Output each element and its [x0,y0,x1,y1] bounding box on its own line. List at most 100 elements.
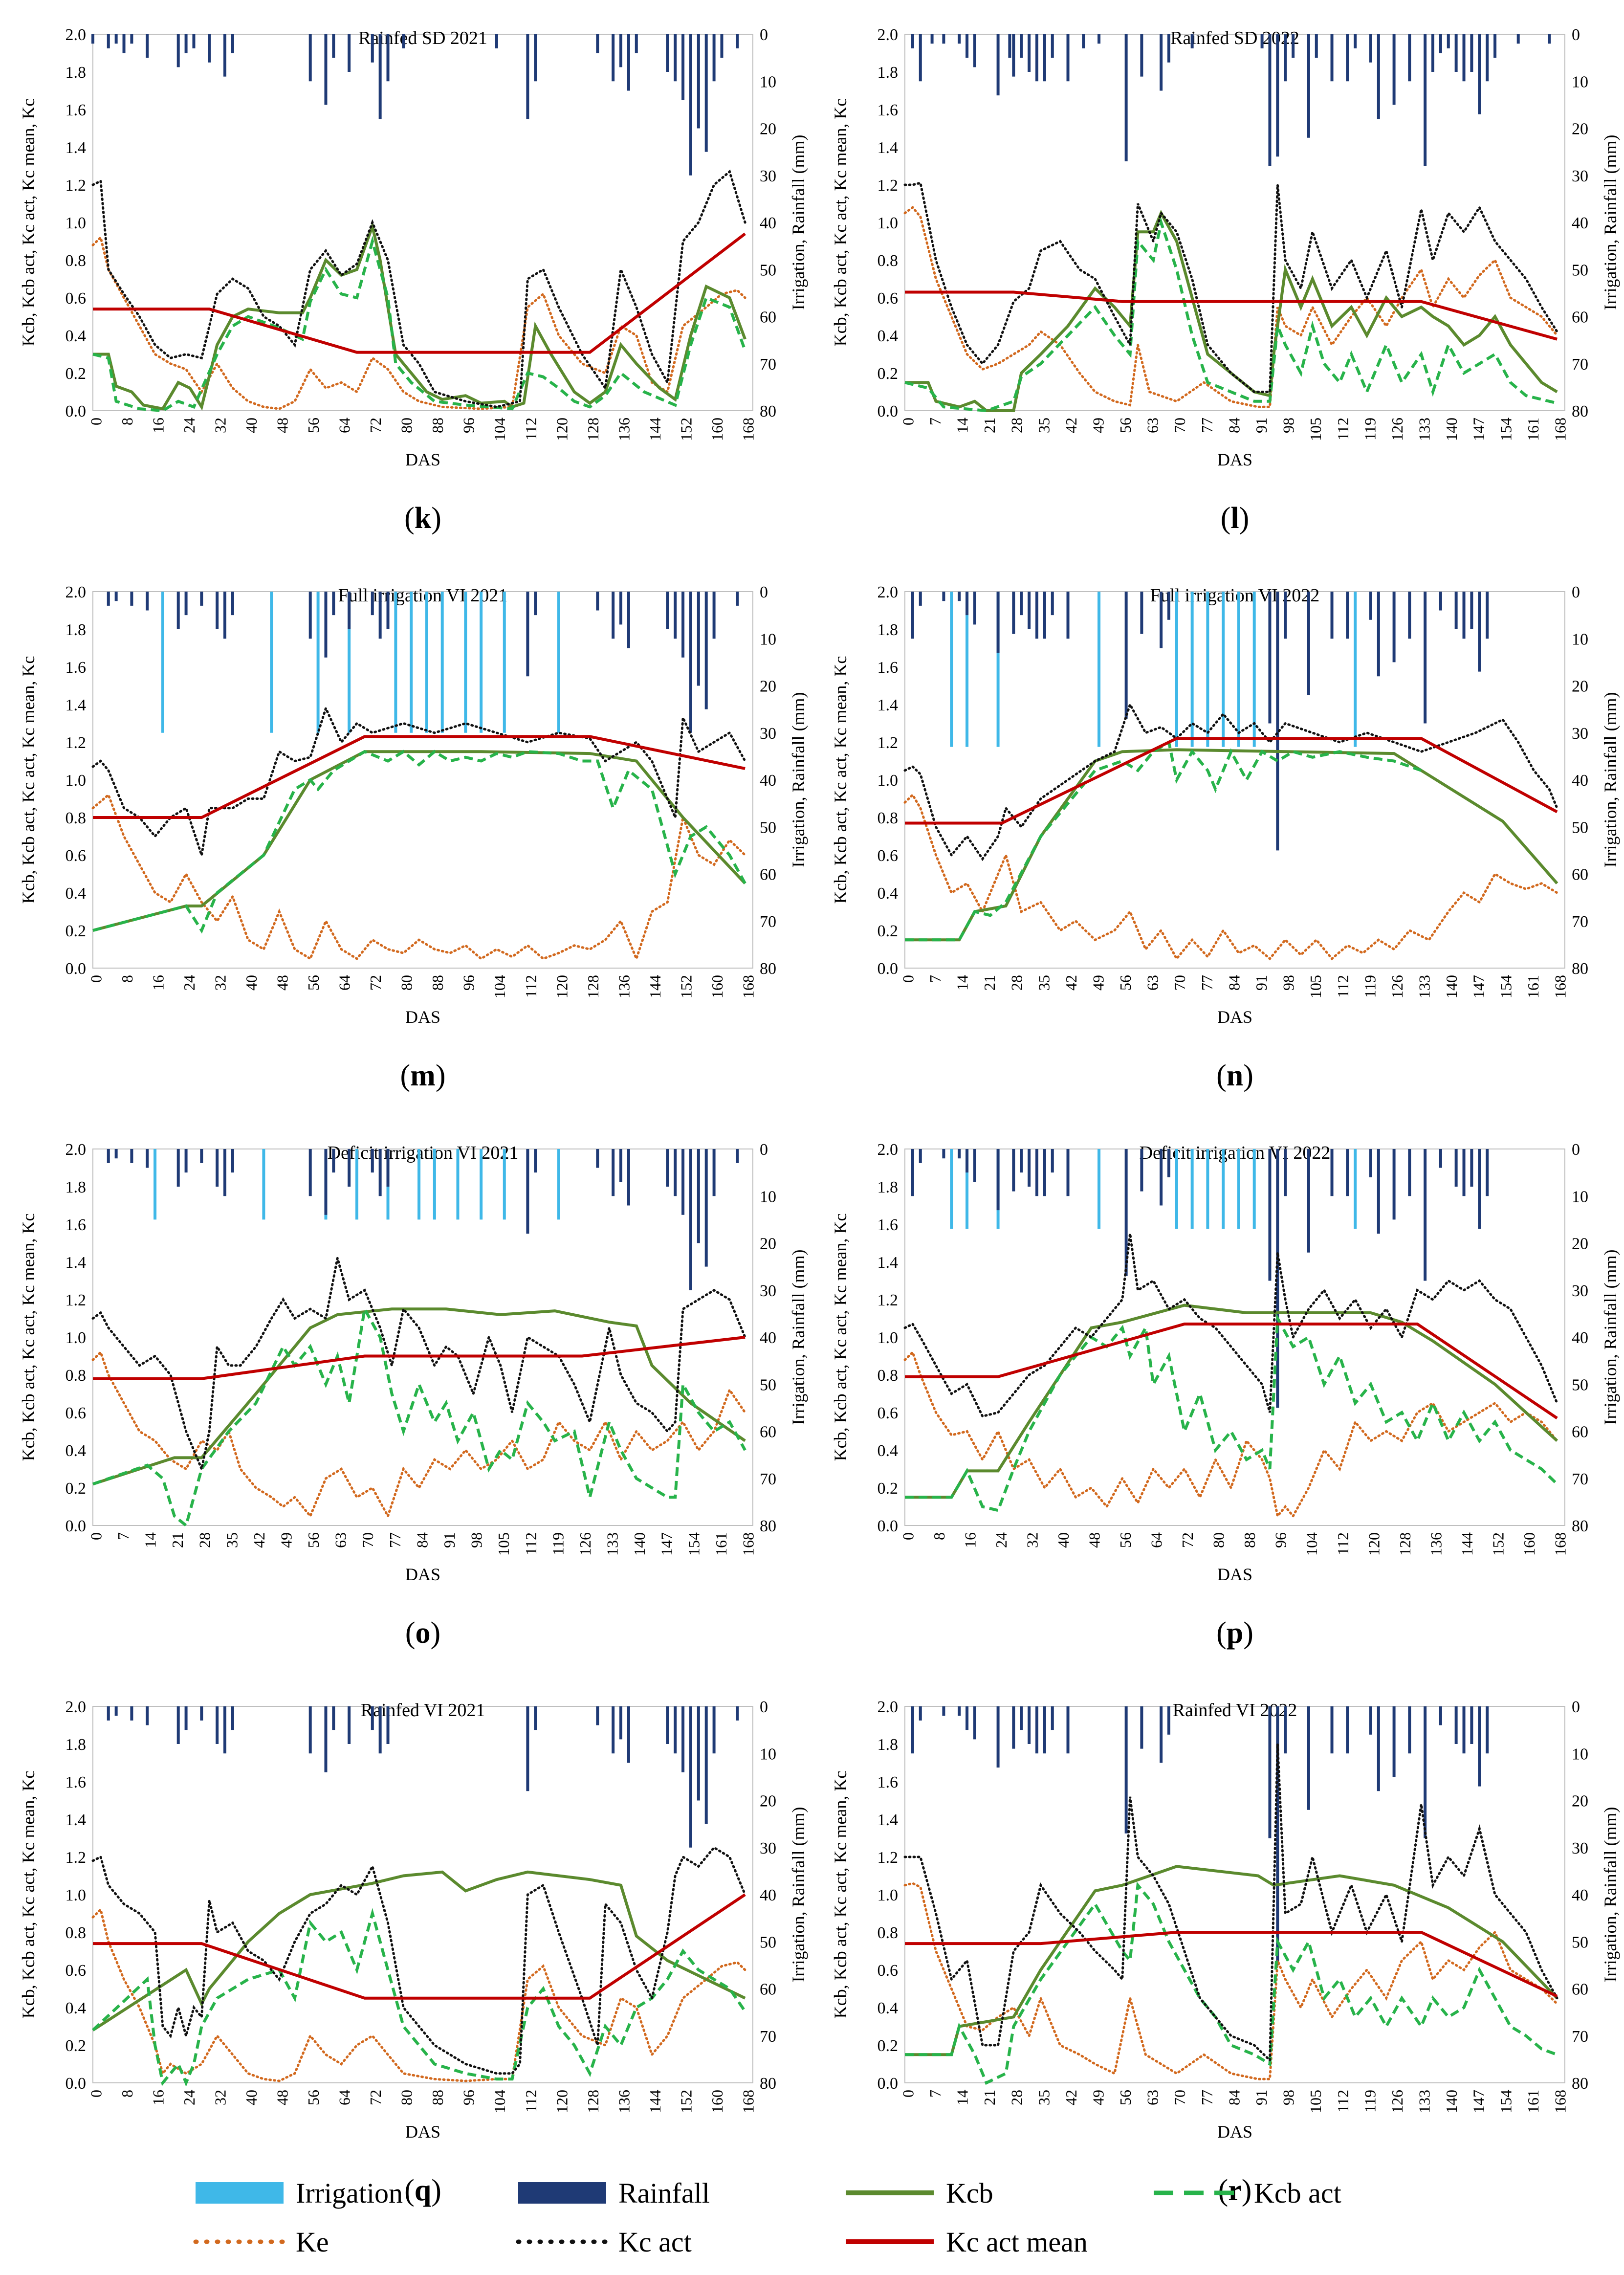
rainfall-bar [612,1149,615,1196]
rainfall-bar [1392,1149,1396,1220]
irrigation-bar [950,592,953,747]
x-tick-label: 63 [1144,2090,1162,2105]
rainfall-bar [332,34,335,58]
irrigation-bar [270,592,273,733]
y-tick-label: 1.4 [878,1254,899,1272]
rainfall-bar [1548,34,1551,44]
x-tick-label: 91 [440,1532,458,1548]
y-tick-label: 0.0 [66,960,87,978]
x-tick-label: 144 [646,975,664,998]
y-tick-label: 1.0 [66,1329,87,1347]
x-tick-label: 21 [981,975,998,991]
y-tick-label: 0.0 [66,1517,87,1535]
x-tick-label: 91 [1252,975,1270,991]
y-tick-label: 2.0 [66,26,87,44]
rainfall-bar [1408,1149,1411,1196]
rainfall-bar [996,34,1000,96]
rainfall-bar [1028,592,1031,629]
series-kc-act-mean [905,737,1558,825]
y2-tick-label: 50 [1572,1933,1588,1951]
rainfall-bar [919,34,922,82]
y-tick-label: 2.0 [878,26,899,44]
rainfall-bar [712,1149,716,1196]
x-tick-label: 0 [899,2090,917,2098]
rainfall-bar [1307,592,1310,695]
x-tick-label: 24 [992,1532,1010,1548]
series-kc-act-mean [93,1336,746,1380]
x-tick-label: 161 [1524,418,1542,441]
x-axis-label: DAS [405,450,440,469]
y2-tick-label: 50 [760,1376,776,1394]
rainfall-bar [1160,1706,1163,1763]
y-tick-label: 1.4 [66,1811,87,1829]
irrigation-bar [1175,1149,1178,1229]
rainfall-bar [1160,592,1163,648]
x-tick-label: 42 [1062,2090,1080,2105]
x-tick-label: 35 [223,1532,241,1548]
y-tick-label: 0.2 [878,2037,899,2055]
x-tick-label: 84 [413,1532,431,1548]
y2-tick-label: 0 [760,1141,768,1159]
y-tick-label: 2.0 [66,1698,87,1716]
rainfall-bar [911,1149,914,1196]
y-tick-label: 1.2 [878,1849,899,1867]
rainfall-bar [1307,34,1310,138]
x-tick-label: 104 [491,975,508,998]
x-tick-label: 77 [386,1532,404,1548]
y-tick-label: 0.8 [66,809,87,827]
y2-tick-label: 80 [1572,2075,1588,2093]
rainfall-bar [1462,592,1466,639]
rainfall-bar [107,1149,110,1163]
rainfall-bar [996,1149,1000,1211]
y-tick-label: 1.0 [878,772,899,790]
x-tick-label: 40 [242,418,260,433]
rainfall-bar [1346,1706,1349,1754]
rainfall-bar [371,34,374,63]
series-kc-act-mean [905,1931,1558,1998]
legend-label-kcb: Kcb [946,2177,993,2209]
x-tick-label: 64 [336,2090,353,2105]
y-tick-label: 1.8 [878,1178,899,1196]
x-tick-label: 70 [359,1532,376,1548]
series-kcb-act [905,1881,1558,2085]
series-kcb-act [92,1304,746,1528]
rainfall-bar [534,1706,537,1730]
rainfall-bar [1486,34,1489,82]
x-tick-label: 147 [1470,975,1488,998]
chart-title: Rainfed SD 2022 [1170,28,1299,48]
y2-tick-label: 60 [760,309,776,327]
x-tick-label: 77 [1198,418,1216,433]
irrigation-bar [557,1149,560,1220]
panel-label: (l) [1221,502,1250,535]
rainfall-bar [1140,34,1143,77]
rainfall-bar [1346,592,1349,639]
x-axis-label: DAS [405,2122,440,2142]
rainfall-bar [689,592,692,733]
y-axis-label-left: Kcb, Kcb act, Kc act, Kc mean, Kc [19,656,38,904]
rainfall-bar [371,592,374,616]
rainfall-bar [966,1706,969,1730]
x-tick-label: 49 [1089,975,1107,991]
series-kc-act [91,705,746,856]
rainfall-bar [712,1706,716,1754]
x-tick-label: 136 [615,2090,633,2113]
x-tick-label: 88 [429,2090,446,2105]
rainfall-bar [1028,1706,1031,1744]
y2-tick-label: 30 [760,167,776,185]
irrigation-bar [480,592,483,733]
y2-tick-label: 0 [1572,1141,1580,1159]
x-tick-label: 84 [1225,418,1243,433]
rainfall-bar [348,1149,351,1187]
x-tick-label: 84 [1225,975,1243,991]
x-tick-label: 56 [305,975,322,991]
x-tick-label: 160 [708,418,726,441]
rainfall-bar [1082,34,1085,48]
rainfall-bar [1124,1706,1128,1833]
y-axis-label-left: Kcb, Kcb act, Kc act, Kc mean, Kc [831,1771,850,2019]
y-tick-label: 0.2 [878,1480,899,1498]
chart-panel-l: Rainfed SD 2022 0.0 0.2 0.4 0.6 0.8 1.0 1.2 1.4 1… [831,26,1620,535]
irrigation-bar [433,1149,436,1220]
chart-panel-q: Rainfed VI 20210.00.20.40.60.81.01.21.41… [19,1698,808,2207]
rainfall-bar [1167,1149,1170,1177]
rainfall-bar [1454,34,1458,72]
